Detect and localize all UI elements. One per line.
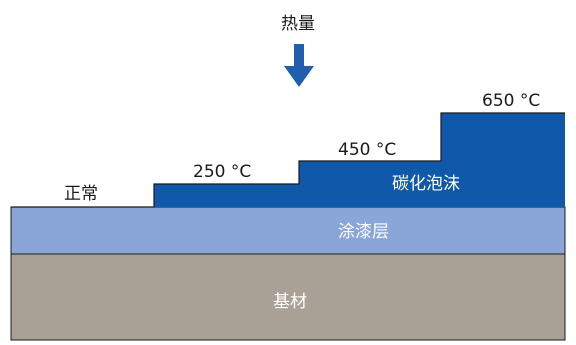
paint-layer [10,206,566,255]
heat-label: 热量 [281,14,315,34]
temp-650-label: 650 °C [482,91,541,111]
temp-250-label: 250 °C [193,162,252,182]
temp-450-label: 450 °C [338,140,397,160]
substrate-label: 基材 [273,292,307,312]
heat-arrow-head [284,66,314,87]
normal-state-label: 正常 [64,184,98,204]
paint-layer-label: 涂漆层 [338,222,389,242]
char-foam-layer [154,113,565,207]
expansion-step-outline [11,112,565,208]
heat-arrow-shaft [294,44,304,68]
char-foam-label: 碳化泡沫 [392,174,460,194]
